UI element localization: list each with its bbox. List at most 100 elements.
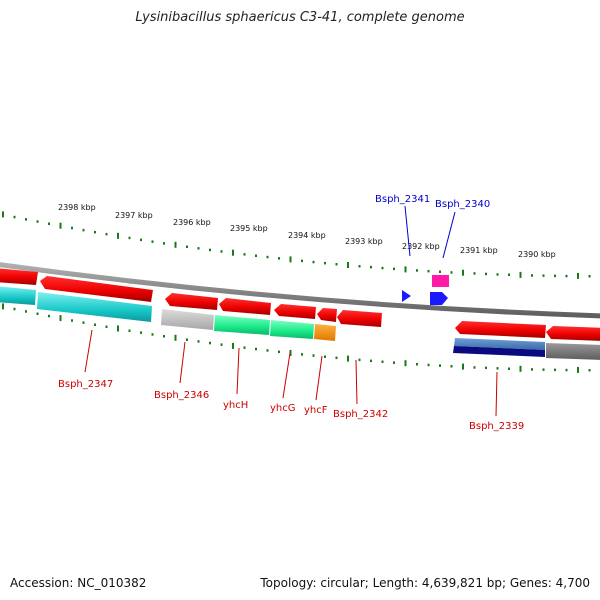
ruler-label: 2394 kbp [288,231,326,240]
gene-arrow[interactable] [546,326,600,341]
ruler-label: 2391 kbp [460,246,498,255]
minor-tick [151,240,154,243]
minor-tick [220,250,223,253]
minor-tick [416,269,418,272]
minor-tick [565,274,568,278]
minor-tick [542,274,545,277]
ruler-label: 2393 kbp [345,237,383,246]
major-tick [59,315,62,322]
major-tick [232,342,234,349]
minor-tick [105,325,108,328]
label-leader [179,341,186,384]
minor-tick [128,236,131,240]
minor-tick [82,321,85,324]
minor-tick [588,369,591,372]
gene-Bsph_2340-arrow[interactable] [430,292,448,305]
product-bar [270,320,314,339]
ruler-label: 2392 kbp [402,242,440,251]
gene-label-Bsph_2347[interactable]: Bsph_2347 [58,379,113,390]
ruler-label: 2397 kbp [115,211,153,220]
gene-arrow[interactable] [455,321,546,338]
minor-tick [485,272,487,276]
cds-track [0,268,600,341]
product-bar [214,315,270,335]
minor-tick [209,341,211,345]
gene-arrow[interactable] [274,304,316,319]
minor-tick [255,254,257,257]
major-tick [577,366,579,373]
minor-tick [450,271,453,274]
minor-tick [140,238,142,242]
minor-tick [220,343,223,346]
major-tick [59,222,62,229]
major-tick [462,363,464,370]
gene-arrow[interactable] [40,276,153,302]
minor-tick [25,310,27,313]
minor-tick [439,270,441,273]
minor-tick [312,260,315,264]
minor-tick [36,312,39,315]
gene-arrow[interactable] [165,293,218,310]
major-tick [2,303,4,310]
gene-label-Bsph_2341[interactable]: Bsph_2341 [375,194,430,205]
minor-tick [416,363,418,366]
gene-label-yhcF[interactable]: yhcF [304,405,328,416]
top-labels: Bsph_2341 Bsph_2340 [375,194,490,259]
gene-arrow[interactable] [337,310,382,327]
major-tick [577,272,579,279]
ruler-label: 2395 kbp [230,224,268,233]
gene-arrow[interactable] [317,308,337,322]
gene-label-Bsph_2340[interactable]: Bsph_2340 [435,199,490,210]
minor-tick [312,354,315,357]
minor-tick [128,329,131,332]
label-leader [282,352,291,399]
minor-tick [508,367,510,370]
minor-tick [278,350,280,354]
minor-tick [473,366,476,369]
minor-tick [508,273,510,276]
minor-tick [496,273,499,276]
major-tick [117,325,119,332]
minor-tick [393,361,395,364]
minor-tick [266,349,269,352]
gene-label-Bsph_2342[interactable]: Bsph_2342 [333,409,388,420]
minor-tick [335,263,338,266]
gene-label-Bsph_2339[interactable]: Bsph_2339 [469,421,524,432]
minor-tick [186,338,188,341]
label-leader [355,359,358,405]
product-bar [161,309,214,330]
ruler-labels: 2398 kbp 2397 kbp 2396 kbp 2395 kbp 2394… [58,203,556,259]
minor-tick [565,368,568,372]
product-track [0,286,600,360]
major-tick [347,262,349,268]
minor-tick [82,228,85,232]
gene-label-Bsph_2346[interactable]: Bsph_2346 [154,390,209,401]
bottom-labels: Bsph_2347 Bsph_2346 yhcH yhcG yhcF Bsph_… [58,329,524,432]
minor-tick [151,333,154,336]
ruler-ticks-outer [2,211,591,279]
ruler-label: 2398 kbp [58,203,96,212]
ruler-ticks-inner [2,303,591,373]
minor-tick [13,215,16,219]
minor-tick [485,366,487,370]
major-tick [404,266,407,273]
minor-tick [358,358,361,362]
major-tick [519,271,522,278]
gene-label-yhcG[interactable]: yhcG [270,403,296,414]
gene-label-yhcH[interactable]: yhcH [223,400,248,411]
genome-summary: Topology: circular; Length: 4,639,821 bp… [260,576,590,590]
minor-tick [450,365,453,368]
minor-tick [301,353,303,356]
minor-tick [140,331,142,334]
gene-arrow[interactable] [0,268,38,285]
minor-tick [48,314,50,318]
gene-Bsph_2341-feature[interactable] [402,290,411,302]
minor-tick [427,363,430,367]
gene-arrow[interactable] [219,298,271,315]
gene-Bsph_2340-feature[interactable] [432,275,449,287]
minor-tick [48,222,50,225]
genome-backbone [0,262,600,319]
minor-tick [266,255,269,259]
ruler-label: 2396 kbp [173,218,211,227]
